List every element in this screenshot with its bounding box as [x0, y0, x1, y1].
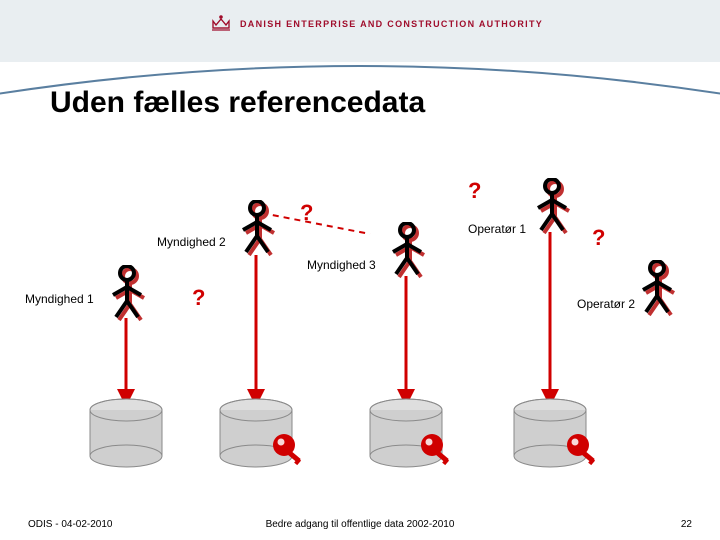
- database-1: [88, 398, 166, 475]
- key-icon-2: [418, 430, 456, 473]
- footer-mid: Bedre adgang til offentlige data 2002-20…: [0, 519, 720, 530]
- footer-page-number: 22: [681, 519, 692, 530]
- slide: DANISH ENTERPRISE AND CONSTRUCTION AUTHO…: [0, 0, 720, 540]
- key-icon-1: [270, 430, 308, 473]
- key-icon-3: [564, 430, 602, 473]
